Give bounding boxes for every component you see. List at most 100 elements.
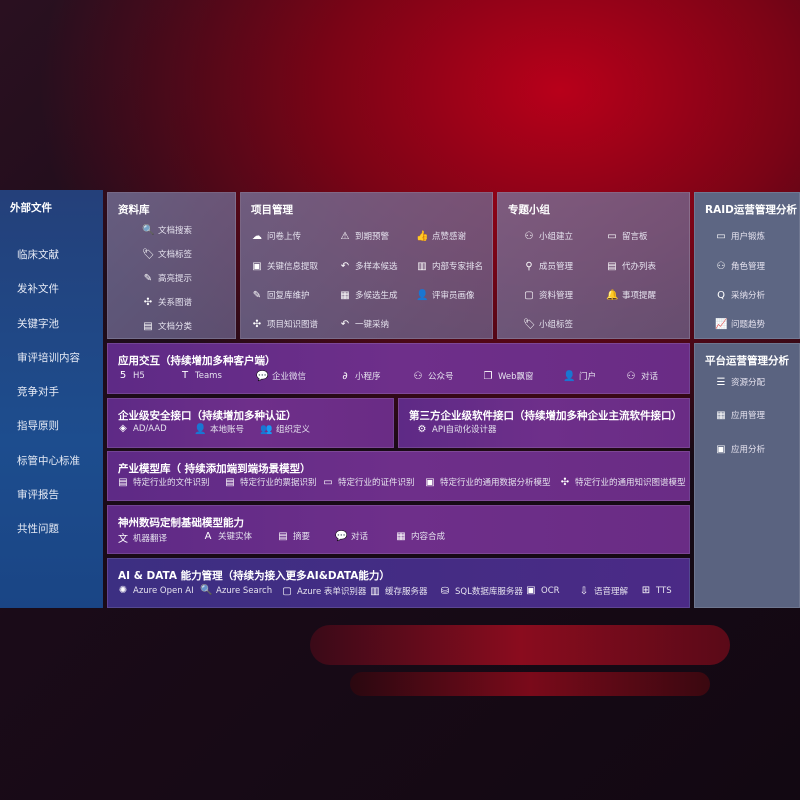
interaction-item-label: 门户 xyxy=(579,372,597,382)
project-item[interactable]: ☁ 问卷上传 xyxy=(251,230,301,243)
raid-item[interactable]: Q 采纳分析 xyxy=(715,289,765,302)
security-item[interactable]: 👥 组织定义 xyxy=(260,423,310,436)
library-item[interactable]: ✎ 高亮提示 xyxy=(142,272,192,285)
sidebar-item[interactable]: 关键字池 xyxy=(17,318,59,330)
interaction-item[interactable]: ⚇ 对话 xyxy=(625,370,659,383)
sidebar-item[interactable]: 临床文献 xyxy=(17,249,59,261)
project-item-label: 项目知识图谱 xyxy=(267,320,319,330)
project-item-label: 多样本候选 xyxy=(355,262,398,272)
industry-item[interactable]: ▭ 特定行业的证件识别 xyxy=(322,476,414,489)
platform-item[interactable]: ▣ 应用分析 xyxy=(715,443,766,456)
security-item-label: 本地账号 xyxy=(210,425,245,435)
raid-item[interactable]: ⚇ 角色管理 xyxy=(715,260,766,273)
group-item[interactable]: ▢ 资料管理 xyxy=(523,289,573,302)
library-item[interactable]: 🔍 文档搜索 xyxy=(142,224,193,237)
security-item[interactable]: ◈ AD/AAD xyxy=(117,423,167,434)
raid-item[interactable]: 📈 问题趋势 xyxy=(715,318,766,331)
file-icon: ▤ xyxy=(118,476,128,488)
interaction-item[interactable]: 5 H5 xyxy=(117,370,145,381)
project-item[interactable]: ↶ 一键采纳 xyxy=(339,318,389,331)
project-item[interactable]: 👍 点赞感谢 xyxy=(416,230,466,243)
industry-item[interactable]: ▤ 特定行业的票据识别 xyxy=(224,476,316,489)
platform-item[interactable]: ▦ 应用管理 xyxy=(715,409,765,422)
library-item[interactable]: ✣ 关系图谱 xyxy=(142,296,192,309)
aidata-item[interactable]: ⊞ TTS xyxy=(640,585,672,596)
raid-analysis-panel: RAID运营管理分析 ▭ 用户锻炼 ⚇ 角色管理 Q 采纳分析 📈 问题趋势 xyxy=(694,192,800,339)
platform-item[interactable]: ☰ 资源分配 xyxy=(715,376,766,389)
project-item[interactable]: ▣ 关键信息提取 xyxy=(251,260,319,273)
sidebar-item[interactable]: 审评报告 xyxy=(17,489,59,501)
platform-item-label: 资源分配 xyxy=(731,378,766,388)
project-item[interactable]: ↶ 多样本候选 xyxy=(339,260,398,273)
base-title: 神州数码定制基础模型能力 xyxy=(118,517,244,529)
project-item[interactable]: ✣ 项目知识图谱 xyxy=(251,318,319,331)
industry-item[interactable]: ▤ 特定行业的文件识别 xyxy=(117,476,209,489)
project-item-label: 评审员画像 xyxy=(432,291,475,301)
group-item[interactable]: 🏷 小组标签 xyxy=(523,318,573,331)
sidebar-item[interactable]: 发补文件 xyxy=(17,283,59,295)
security-item[interactable]: 👤 本地账号 xyxy=(194,423,245,436)
library-item[interactable]: ▤ 文档分类 xyxy=(142,320,192,333)
base-item[interactable]: 💬 对话 xyxy=(335,530,368,543)
project-item[interactable]: ▦ 多候选生成 xyxy=(339,289,397,302)
speech-icon: ⇩ xyxy=(579,585,589,597)
aidata-item[interactable]: ⇩ 语音理解 xyxy=(578,585,628,598)
aidata-item[interactable]: 🔍 Azure Search xyxy=(200,585,272,596)
aidata-item[interactable]: ▢ Azure 表单识别器 xyxy=(281,585,366,598)
aidata-item[interactable]: ▣ OCR xyxy=(525,585,559,596)
raid-item-label: 问题趋势 xyxy=(731,320,766,330)
sidebar-item[interactable]: 竞争对手 xyxy=(17,386,59,398)
tag-icon: 🏷 xyxy=(142,248,155,260)
project-item-label: 关键信息提取 xyxy=(267,262,319,272)
database-icon: ⛁ xyxy=(440,585,450,597)
project-item[interactable]: ✎ 回复库维护 xyxy=(251,289,310,302)
puzzle-icon: ▦ xyxy=(396,530,406,542)
base-item[interactable]: 文机器翻译 xyxy=(117,530,167,546)
portal-icon: 👤 xyxy=(563,370,576,382)
group-item[interactable]: ▭ 留言板 xyxy=(606,230,647,243)
wecom-icon: 💬 xyxy=(256,370,269,382)
id-card-icon: ▭ xyxy=(716,230,726,242)
api-gear-icon: ⚙ xyxy=(417,423,427,435)
miniprogram-icon: ∂ xyxy=(342,370,348,382)
industry-item[interactable]: ▣ 特定行业的通用数据分析模型 xyxy=(424,476,550,489)
aidata-item[interactable]: ✺ Azure Open AI xyxy=(117,585,194,596)
group-item[interactable]: 🔔 事项提醒 xyxy=(606,289,656,302)
platform-item-label: 应用分析 xyxy=(731,445,766,455)
thirdparty-title: 第三方企业级软件接口（持续增加多种企业主流软件接口） xyxy=(409,410,682,422)
thirdparty-item[interactable]: ⚙ API自动化设计器 xyxy=(416,423,497,436)
sidebar-item[interactable]: 指导原则 xyxy=(17,420,59,432)
interaction-item-label: 小程序 xyxy=(355,372,381,382)
project-item[interactable]: ⚠ 到期预警 xyxy=(339,230,390,243)
sidebar-item[interactable]: 标管中心标准 xyxy=(17,455,80,467)
thumbs-up-icon: 👍 xyxy=(416,230,429,242)
library-item-label: 文档搜索 xyxy=(158,226,193,236)
interaction-item[interactable]: 👤 门户 xyxy=(563,370,597,383)
platform-title: 平台运营管理分析 xyxy=(705,355,789,367)
aidata-item[interactable]: ▥ 缓存服务器 xyxy=(369,585,427,598)
sidebar-item[interactable]: 共性问题 xyxy=(17,523,59,535)
interaction-item[interactable]: 💬 企业微信 xyxy=(256,370,306,383)
base-item[interactable]: ▦ 内容合成 xyxy=(395,530,445,543)
industry-item[interactable]: ✣ 特定行业的通用知识图谱模型 xyxy=(559,476,686,489)
group-item[interactable]: ⚲ 成员管理 xyxy=(523,260,573,273)
project-item[interactable]: ▥ 内部专家排名 xyxy=(416,260,483,273)
group-item[interactable]: ▤ 代办列表 xyxy=(606,260,657,273)
aidata-item[interactable]: ⛁ SQL数据库服务器 xyxy=(439,585,523,598)
interaction-item[interactable]: ❐ Web飘窗 xyxy=(482,370,534,383)
group-item-label: 代办列表 xyxy=(622,262,657,272)
clipboard-icon: ▤ xyxy=(607,260,617,272)
data-chart-icon: ▣ xyxy=(425,476,435,488)
graph-icon: ✣ xyxy=(560,476,570,488)
project-item[interactable]: 👤 评审员画像 xyxy=(416,289,475,302)
raid-item[interactable]: ▭ 用户锻炼 xyxy=(715,230,765,243)
interaction-item[interactable]: ⚇ 公众号 xyxy=(412,370,454,383)
base-item[interactable]: ▤ 摘要 xyxy=(277,530,310,543)
group-item[interactable]: ⚇ 小组建立 xyxy=(523,230,574,243)
interaction-item[interactable]: T Teams xyxy=(179,370,222,381)
library-item[interactable]: 🏷 文档标签 xyxy=(142,248,192,261)
interaction-item[interactable]: ∂ 小程序 xyxy=(339,370,381,383)
sidebar-external-files: 外部文件 临床文献 发补文件 关键字池 审评培训内容 竞争对手 指导原则 标管中心标准 审评报… xyxy=(0,190,103,608)
base-item[interactable]: A 关键实体 xyxy=(202,530,252,543)
sidebar-item[interactable]: 审评培训内容 xyxy=(17,352,80,364)
